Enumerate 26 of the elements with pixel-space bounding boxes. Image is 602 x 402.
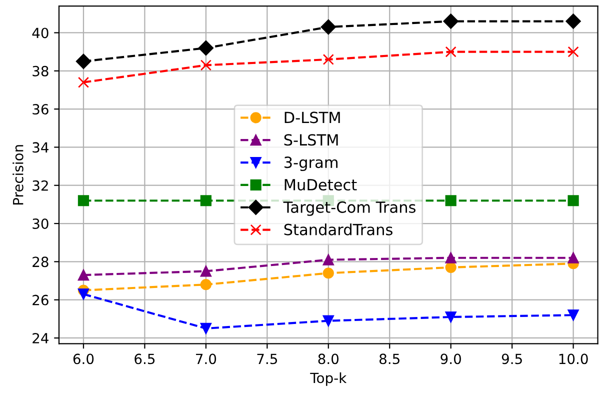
x-tick-label: 7.0 bbox=[196, 354, 216, 364]
x-tick-label: 9.5 bbox=[502, 354, 522, 364]
x-tick-label: 6.0 bbox=[73, 354, 94, 364]
legend-label: 3-gram bbox=[284, 156, 338, 172]
y-tick-label: 32 bbox=[32, 180, 48, 191]
y-tick-label: 28 bbox=[32, 256, 48, 268]
y-tick-label: 24 bbox=[32, 332, 48, 344]
legend-label: D-LSTM bbox=[284, 112, 340, 124]
x-tick-label: 7.5 bbox=[257, 354, 277, 364]
legend-label: S-LSTM bbox=[284, 134, 338, 146]
x-tick-label: 8.5 bbox=[380, 354, 400, 364]
y-tick-label: 38 bbox=[32, 66, 48, 76]
x-tick-label: 9.0 bbox=[440, 354, 461, 364]
x-axis-title: Top-k bbox=[310, 372, 347, 386]
legend-label: MuDetect bbox=[284, 179, 357, 191]
legend-label: StandardTrans bbox=[284, 224, 392, 236]
y-tick-label: 26 bbox=[32, 294, 48, 306]
y-tick-label: 40 bbox=[32, 28, 48, 38]
y-tick-label: 36 bbox=[32, 104, 48, 115]
legend-label: Target-Com Trans bbox=[283, 201, 416, 216]
y-tick-label: 30 bbox=[32, 218, 48, 229]
x-tick-label: 6.5 bbox=[134, 354, 155, 364]
x-tick-label: 10.0 bbox=[559, 354, 588, 364]
y-tick-label: 34 bbox=[32, 142, 48, 153]
x-tick-label: 8.0 bbox=[318, 354, 339, 364]
y-axis-title: Precision bbox=[12, 145, 24, 204]
